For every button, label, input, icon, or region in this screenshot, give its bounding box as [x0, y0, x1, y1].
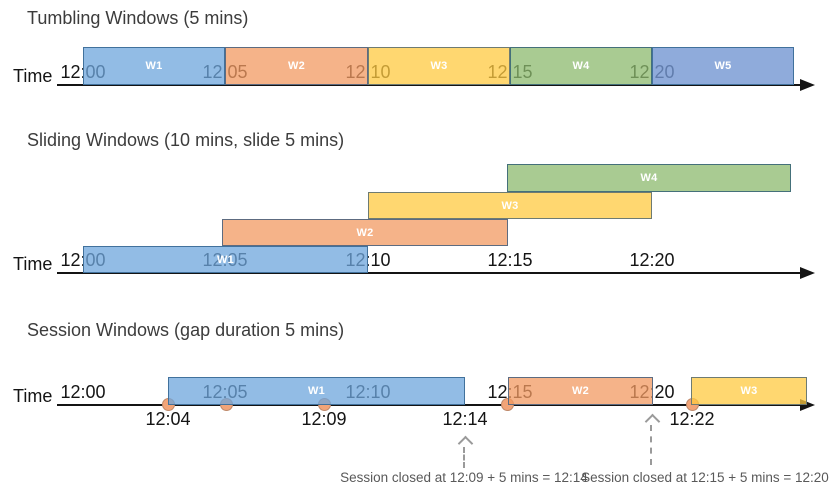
sliding-window-w4: W4: [507, 164, 791, 192]
tumbling-window-w2-label: W2: [287, 60, 306, 72]
sliding-window-w4-label: W4: [640, 172, 658, 184]
session-timeline: [57, 404, 805, 406]
sliding-window-w3-label: W3: [501, 199, 519, 212]
session-event-label-1204: 12:04: [145, 409, 191, 429]
session-window-w1: W1: [168, 377, 465, 405]
session-window-w3-label: W3: [740, 385, 758, 397]
sliding-timeline: [57, 272, 805, 274]
tumbling-window-w3: W3: [368, 47, 510, 85]
sliding-window-w2: W2: [222, 219, 508, 246]
annotation-arrow-1: [463, 447, 465, 468]
tumbling-window-w1: W1: [83, 47, 225, 85]
session-window-w1-label: W1: [307, 385, 326, 397]
sliding-tick-1215: 12:15: [487, 250, 533, 270]
session-window-w2-label: W2: [571, 385, 590, 397]
sliding-section-title: Sliding Windows (10 mins, slide 5 mins): [27, 130, 345, 150]
sliding-time-axis-label: Time: [13, 254, 53, 274]
session-closed-annotation-1: Session closed at 12:09 + 5 mins = 12:14: [340, 470, 588, 485]
sliding-window-w3: W3: [368, 192, 652, 219]
sliding-window-w1: W1: [83, 246, 368, 273]
session-window-w2: W2: [508, 377, 653, 405]
session-window-w3: W3: [691, 377, 807, 405]
annotation-arrow-2: [650, 425, 652, 465]
session-event-label-1209: 12:09: [301, 409, 347, 429]
annotation-arrowhead-2-icon: [644, 413, 661, 430]
tumbling-window-w4: W4: [510, 47, 652, 85]
tumbling-window-w3-label: W3: [430, 60, 448, 72]
tumbling-timeline: [57, 84, 805, 86]
sliding-timeline-arrow-icon: [800, 267, 815, 279]
sliding-tick-1220: 12:20: [629, 250, 675, 270]
tumbling-window-w5-label: W5: [714, 60, 732, 72]
annotation-arrowhead-1-icon: [457, 435, 474, 452]
session-section-title: Session Windows (gap duration 5 mins): [27, 320, 345, 340]
session-tick-1200: 12:00: [60, 382, 106, 402]
session-closed-annotation-2: Session closed at 12:15 + 5 mins = 12:20: [581, 470, 829, 485]
tumbling-time-axis-label: Time: [13, 66, 53, 86]
tumbling-section-title: Tumbling Windows (5 mins): [27, 8, 249, 28]
tumbling-window-w1-label: W1: [145, 60, 163, 72]
session-time-axis-label: Time: [13, 386, 53, 406]
tumbling-window-w2: W2: [225, 47, 368, 85]
sliding-window-w2-label: W2: [356, 226, 374, 239]
tumbling-window-w5: W5: [652, 47, 794, 85]
session-close-label-1214: 12:14: [442, 409, 488, 429]
session-event-label-1222: 12:22: [669, 409, 715, 429]
sliding-window-w1-label: W1: [216, 253, 235, 266]
tumbling-window-w4-label: W4: [572, 60, 590, 72]
tumbling-timeline-arrow-icon: [800, 79, 815, 91]
